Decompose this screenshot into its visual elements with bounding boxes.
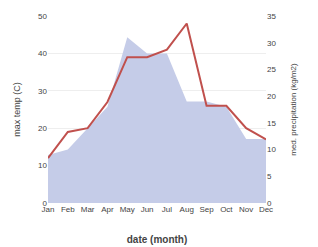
svg-text:Mar: Mar — [81, 205, 95, 214]
svg-text:Jan: Jan — [42, 205, 55, 214]
svg-text:20: 20 — [38, 124, 47, 133]
svg-text:5: 5 — [267, 172, 272, 181]
svg-text:35: 35 — [267, 12, 276, 21]
svg-text:10: 10 — [267, 145, 276, 154]
svg-text:50: 50 — [38, 12, 47, 21]
svg-text:25: 25 — [267, 65, 276, 74]
svg-text:date (month): date (month) — [127, 234, 188, 245]
svg-text:max temp (C): max temp (C) — [12, 82, 22, 137]
svg-text:Oct: Oct — [220, 205, 233, 214]
svg-text:med. precipitation (kg/m2): med. precipitation (kg/m2) — [289, 63, 298, 156]
svg-text:Apr: Apr — [101, 205, 114, 214]
svg-text:Sep: Sep — [199, 205, 214, 214]
svg-text:Feb: Feb — [61, 205, 75, 214]
svg-text:0: 0 — [267, 199, 272, 208]
svg-text:Aug: Aug — [180, 205, 194, 214]
svg-text:May: May — [120, 205, 135, 214]
svg-text:Dec: Dec — [259, 205, 273, 214]
svg-text:40: 40 — [38, 49, 47, 58]
svg-text:10: 10 — [38, 161, 47, 170]
svg-text:15: 15 — [267, 119, 276, 128]
svg-text:30: 30 — [267, 39, 276, 48]
svg-text:Jul: Jul — [162, 205, 172, 214]
svg-text:20: 20 — [267, 92, 276, 101]
svg-text:0: 0 — [43, 199, 48, 208]
svg-text:Jun: Jun — [141, 205, 154, 214]
svg-text:Nov: Nov — [239, 205, 253, 214]
svg-text:30: 30 — [38, 87, 47, 96]
